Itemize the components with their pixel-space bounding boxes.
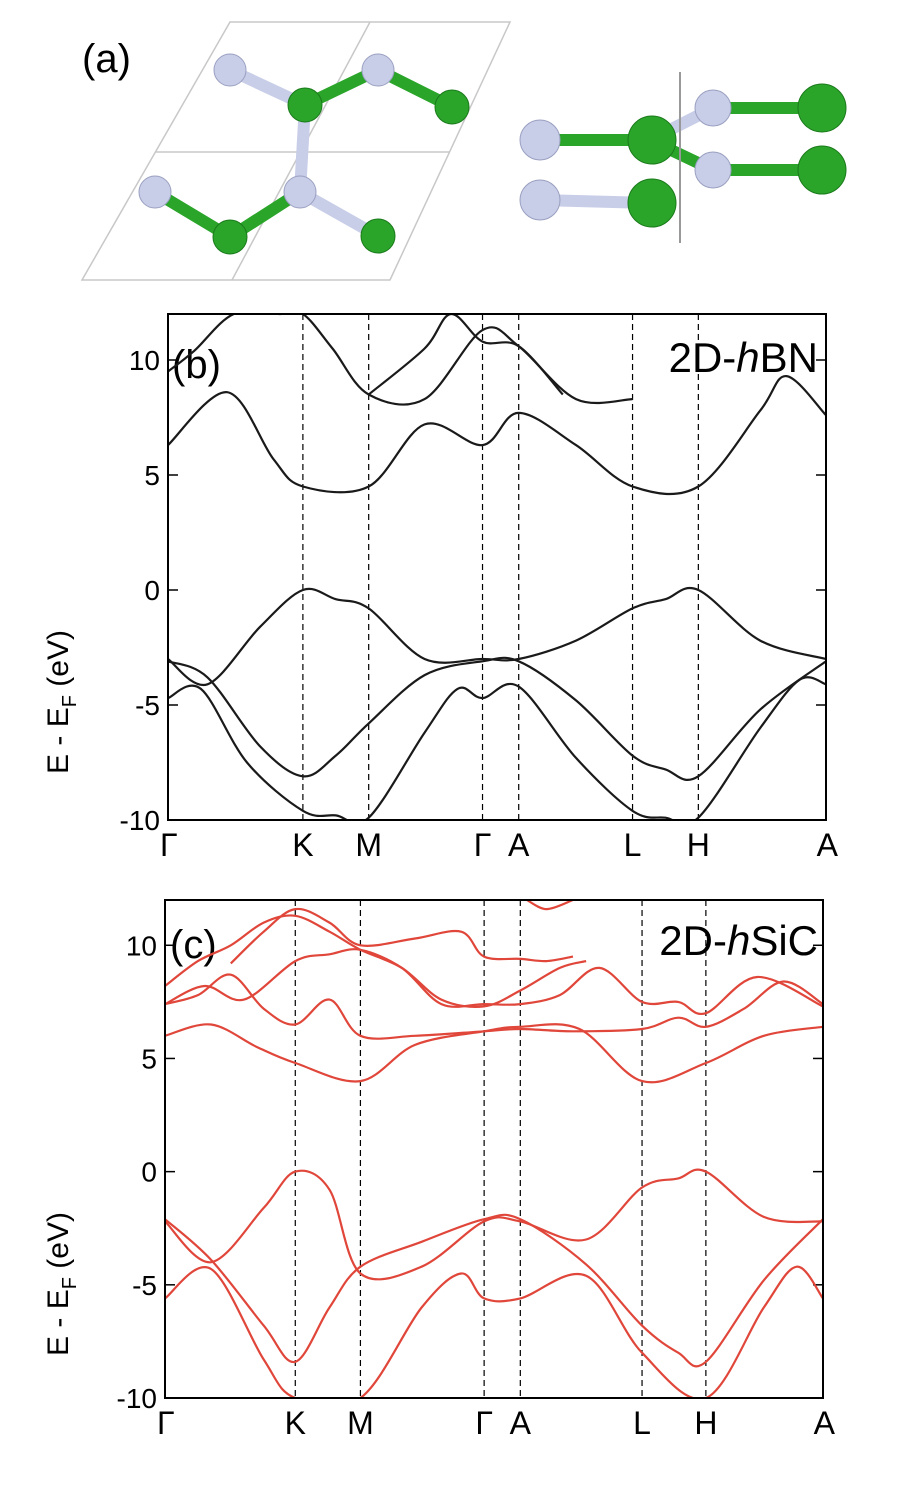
y-tick-label: 5 [141, 1043, 157, 1074]
system-label: 2D-hSiC [659, 917, 818, 964]
kpoint-label: M [355, 827, 382, 863]
band-line-valence-3 [168, 586, 826, 687]
nitrogen-atom [694, 151, 732, 189]
band-line-conduction-3 [367, 314, 564, 396]
boron-atom [627, 115, 677, 165]
kpoint-label: Γ [475, 1405, 493, 1441]
plot-frame [164, 899, 824, 1399]
kpoint-label: K [292, 827, 313, 863]
nitrogen-atom [213, 53, 247, 87]
kpoint-label: Γ [157, 1405, 175, 1441]
kpoint-label: Γ [474, 827, 492, 863]
nitrogen-atom [519, 179, 561, 221]
band-line-conduction-1 [168, 375, 826, 496]
panel-label-a: (a) [82, 37, 131, 81]
kpoint-label: H [687, 827, 710, 863]
boron-atom [360, 218, 396, 254]
band-line-conduction-6 [526, 900, 574, 911]
band-line-valence-3 [165, 1168, 823, 1281]
y-tick-label: 5 [144, 460, 160, 491]
boron-atom [212, 219, 248, 255]
band-line-conduction-2 [165, 973, 823, 1040]
band-line-valence-1 [168, 656, 826, 782]
band-line-valence-1 [165, 1213, 823, 1368]
panel-label: (c) [170, 923, 217, 967]
bands-group [168, 314, 826, 820]
nitrogen-atom [361, 53, 395, 87]
band-line-conduction-3 [165, 948, 823, 1016]
kpoint-label: L [624, 827, 642, 863]
boron-atom [434, 89, 470, 125]
system-label: 2D-hBN [669, 334, 818, 381]
y-axis-label: E - EF (eV) [42, 630, 81, 774]
y-tick-label: 10 [126, 930, 157, 961]
kpoint-label: H [694, 1405, 717, 1441]
nitrogen-atom [283, 175, 317, 209]
band-line-conduction-2 [168, 314, 633, 406]
y-tick-label: -5 [132, 1270, 157, 1301]
panel-label: (b) [172, 343, 221, 387]
kpoint-label: A [508, 827, 530, 863]
kpoint-label: A [817, 827, 839, 863]
kpoint-label: L [633, 1405, 651, 1441]
boron-atom [797, 145, 847, 195]
kpoint-label: K [285, 1405, 306, 1441]
y-tick-label: 0 [141, 1157, 157, 1188]
kpoint-label: A [510, 1405, 532, 1441]
kpoint-label: A [814, 1405, 836, 1441]
side-view-atoms [519, 83, 847, 228]
boron-atom [627, 178, 677, 228]
bands-group [165, 900, 823, 1398]
kpoint-label: M [347, 1405, 374, 1441]
unit-cell-grid [80, 21, 512, 281]
nitrogen-atom [138, 175, 172, 209]
y-tick-label: 0 [144, 575, 160, 606]
nitrogen-atom [694, 89, 732, 127]
boron-atom [797, 83, 847, 133]
plot-frame [167, 313, 827, 821]
kpoint-label: Γ [160, 827, 178, 863]
y-tick-label: -10 [120, 805, 160, 836]
structure-figure: (a) [80, 21, 847, 281]
y-tick-label: -5 [135, 690, 160, 721]
y-axis-label: E - EF (eV) [42, 1212, 81, 1356]
nitrogen-atom [519, 119, 561, 161]
band-line-valence-2 [168, 676, 826, 820]
y-tick-label: -10 [117, 1383, 157, 1414]
y-tick-label: 10 [129, 345, 160, 376]
boron-atom [287, 87, 323, 123]
band-line-conduction-4 [165, 914, 587, 1008]
band-line-valence-2 [165, 1265, 823, 1398]
band-line-conduction-5 [230, 907, 574, 965]
top-view-atoms [138, 53, 470, 255]
band-line-conduction-1 [165, 1023, 823, 1084]
